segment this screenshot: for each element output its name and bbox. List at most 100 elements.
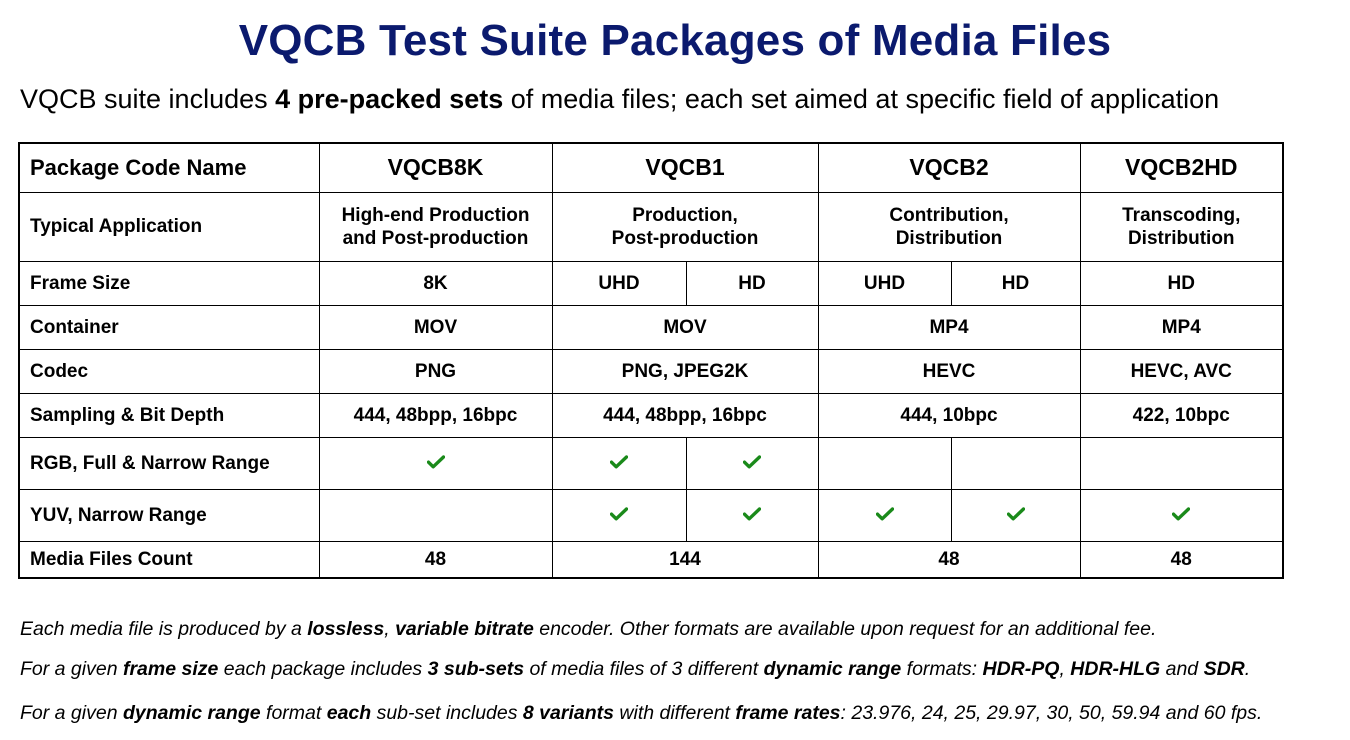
package-vqcb2hd: VQCB2HD [1079,142,1284,193]
note-1: Each media file is produced by a lossles… [20,618,1156,641]
note-text: , [1059,658,1071,680]
note-text: each package includes [218,658,428,680]
row-label: RGB, Full & Narrow Range [18,436,320,490]
checkmark-icon [1006,506,1025,521]
note-text: and [1160,658,1204,680]
sampling-vqcb1: 444, 48bpp, 16bpc [551,392,819,438]
sampling-vqcb2: 444, 10bpc [817,392,1081,438]
row-label: Sampling & Bit Depth [18,392,320,438]
row-label: Container [18,304,320,350]
note-text: formats: [901,658,983,680]
note-bold: 3 sub-sets [427,658,525,680]
container-vqcb1: MOV [551,304,819,350]
note-bold: variable bitrate [395,618,534,640]
row-label: Codec [18,348,320,394]
note-text: format [260,702,327,724]
rgb-vqcb1-uhd-cell [551,436,687,490]
app-line: Distribution [895,227,1003,249]
codec-vqcb1: PNG, JPEG2K [551,348,819,394]
note-bold: frame size [122,658,219,680]
checkmark-icon [875,506,894,521]
package-vqcb8k: VQCB8K [318,142,553,193]
row-label: YUV, Narrow Range [18,488,320,542]
note-bold: SDR [1203,658,1245,680]
app-line: Distribution [1127,227,1235,249]
app-line: and Post-production [342,227,529,249]
yuv-vqcb2-uhd-cell [817,488,952,542]
app-vqcb2hd: Transcoding, Distribution [1079,191,1284,262]
yuv-vqcb1-uhd-cell [551,488,687,542]
note-bold: HDR-HLG [1070,658,1161,680]
note-text: For a given [20,702,123,724]
count-vqcb2: 48 [817,540,1081,579]
count-vqcb2hd: 48 [1079,540,1284,579]
note-text: : 23.976, 24, 25, 29.97, 30, 50, 59.94 a… [840,702,1263,724]
container-vqcb8k: MOV [318,304,553,350]
row-frame-size: Frame Size 8K UHD HD UHD HD HD [18,260,1284,306]
row-container: Container MOV MOV MP4 MP4 [18,304,1284,350]
note-text: For a given [20,658,123,680]
subtitle-text-2: of media files; each set aimed at specif… [503,84,1220,114]
subtitle-text-1: VQCB suite includes [20,84,276,114]
app-line: High-end Production [341,204,530,226]
note-text: sub-set includes [371,702,523,724]
row-yuv-range: YUV, Narrow Range [18,488,1284,542]
row-label: Typical Application [18,191,320,262]
count-vqcb8k: 48 [318,540,553,579]
note-bold: 8 variants [522,702,614,724]
checkmark-icon [610,454,628,469]
checkmark-icon [743,454,761,469]
note-bold: HDR-PQ [982,658,1060,680]
note-bold: frame rates [735,702,841,724]
note-3: For a given dynamic range format each su… [20,702,1262,725]
checkmark-icon [610,506,628,521]
row-label: Media Files Count [18,540,320,579]
frame-vqcb2hd: HD [1079,260,1284,306]
rgb-vqcb2hd-cell [1079,436,1284,490]
rgb-vqcb2-uhd-cell [817,436,952,490]
note-text: , [384,618,396,640]
header-row: Package Code Name VQCB8K VQCB1 VQCB2 VQC… [18,142,1284,193]
note-text: encoder. Other formats are available upo… [533,618,1157,640]
rgb-vqcb1-hd-cell [685,436,819,490]
app-vqcb8k: High-end Production and Post-production [318,191,553,262]
count-vqcb1: 144 [551,540,819,579]
codec-vqcb2: HEVC [817,348,1081,394]
note-bold: lossless [307,618,385,640]
checkmark-icon [1172,506,1191,521]
note-text: of media files of 3 different [524,658,764,680]
row-typical-application: Typical Application High-end Production a… [18,191,1284,262]
note-text: with different [613,702,736,724]
packages-table: Package Code Name VQCB8K VQCB1 VQCB2 VQC… [18,142,1284,579]
row-codec: Codec PNG PNG, JPEG2K HEVC HEVC, AVC [18,348,1284,394]
rgb-vqcb2-hd-cell [950,436,1081,490]
note-text: . [1244,658,1251,680]
frame-vqcb2-uhd: UHD [817,260,952,306]
codec-vqcb8k: PNG [318,348,553,394]
frame-vqcb2-hd: HD [950,260,1081,306]
app-line: Transcoding, [1122,204,1241,226]
yuv-vqcb8k-cell [318,488,553,542]
app-line: Production, [632,204,738,226]
package-vqcb2: VQCB2 [817,142,1081,193]
note-bold: dynamic range [763,658,902,680]
note-bold: dynamic range [122,702,261,724]
page-title: VQCB Test Suite Packages of Media Files [238,16,1112,65]
note-text: Each media file is produced by a [20,618,308,640]
container-vqcb2: MP4 [817,304,1081,350]
subtitle-bold: 4 pre-packed sets [275,84,504,114]
row-sampling: Sampling & Bit Depth 444, 48bpp, 16bpc 4… [18,392,1284,438]
checkmark-icon [426,454,445,469]
package-vqcb1: VQCB1 [551,142,819,193]
app-vqcb2: Contribution, Distribution [817,191,1081,262]
yuv-vqcb2hd-cell [1079,488,1284,542]
container-vqcb2hd: MP4 [1079,304,1284,350]
codec-vqcb2hd: HEVC, AVC [1079,348,1284,394]
yuv-vqcb1-hd-cell [685,488,819,542]
row-rgb-range: RGB, Full & Narrow Range [18,436,1284,490]
frame-vqcb1-hd: HD [685,260,819,306]
frame-vqcb8k: 8K [318,260,553,306]
header-label: Package Code Name [18,142,320,193]
sampling-vqcb8k: 444, 48bpp, 16bpc [318,392,553,438]
row-label: Frame Size [18,260,320,306]
